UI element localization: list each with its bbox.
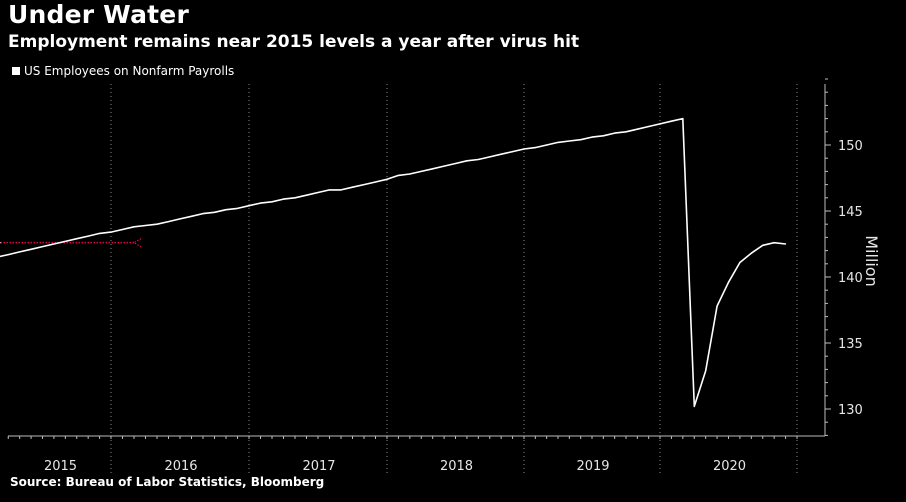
- data-point-2018-07: [454, 162, 457, 165]
- data-point-2015-08: [53, 243, 55, 245]
- x-tick-label-2017: 2017: [302, 459, 335, 474]
- data-point-2020-03: [682, 118, 684, 120]
- data-point-2020-08: [739, 261, 741, 264]
- data-point-2015-09: [64, 240, 66, 242]
- data-point-2017-04: [282, 198, 285, 200]
- x-tick-label-2020: 2020: [713, 459, 746, 474]
- data-point-2017-01: [248, 205, 250, 207]
- data-point-2015-12: [99, 232, 101, 234]
- source-note: Source: Bureau of Labor Statistics, Bloo…: [10, 475, 325, 489]
- reference-arrow: [132, 238, 142, 248]
- data-point-2020-04: [693, 405, 695, 407]
- data-point-2019-03: [546, 144, 548, 146]
- data-point-2019-06: [580, 139, 582, 141]
- data-point-2017-09: [340, 189, 342, 191]
- data-point-2019-02: [534, 147, 536, 149]
- data-point-2015-05: [19, 251, 21, 253]
- grid-layer: [110, 84, 798, 475]
- x-tick-label-2018: 2018: [440, 459, 473, 474]
- y-axis-label: Million: [862, 235, 881, 287]
- data-point-2017-07: [317, 191, 319, 194]
- data-point-2018-11: [500, 153, 502, 155]
- data-point-2019-04: [557, 141, 559, 143]
- data-point-2015-07: [41, 246, 44, 248]
- data-point-2015-11: [87, 235, 89, 237]
- data-point-2019-10: [625, 131, 627, 133]
- data-point-2018-08: [466, 160, 468, 162]
- data-point-2020-07: [727, 281, 730, 283]
- reference-layer: [0, 238, 142, 248]
- data-point-2018-09: [477, 158, 479, 161]
- data-point-2017-05: [294, 197, 296, 199]
- y-tick-label-150: 150: [838, 139, 863, 154]
- data-point-2016-07: [179, 218, 181, 220]
- data-point-2018-10: [489, 156, 491, 158]
- data-point-2019-09: [614, 132, 616, 134]
- data-point-2017-12: [374, 181, 377, 183]
- data-point-2017-02: [259, 202, 262, 204]
- data-point-2020-06: [716, 305, 718, 307]
- data-point-2020-09: [750, 252, 752, 254]
- data-point-2019-08: [602, 135, 604, 137]
- data-point-2020-02: [670, 120, 673, 122]
- data-point-2016-09: [202, 213, 204, 215]
- legend-label: US Employees on Nonfarm Payrolls: [24, 64, 235, 78]
- data-point-2016-03: [133, 226, 135, 228]
- data-point-2020-05: [705, 370, 707, 372]
- y-tick-label-135: 135: [838, 337, 863, 352]
- data-point-2018-02: [397, 174, 399, 176]
- data-point-2016-04: [144, 224, 147, 227]
- data-point-2018-04: [420, 170, 422, 172]
- data-point-2016-02: [121, 228, 124, 231]
- data-point-2018-05: [432, 168, 434, 170]
- data-point-2019-12: [648, 125, 650, 128]
- data-point-2019-01: [523, 148, 525, 150]
- chart-subtitle: Employment remains near 2015 levels a ye…: [8, 32, 580, 52]
- data-point-2016-11: [225, 209, 227, 211]
- data-point-2018-01: [386, 178, 388, 180]
- data-point-2016-10: [213, 211, 216, 213]
- data-point-2017-06: [305, 194, 308, 196]
- x-tick-label-2019: 2019: [576, 459, 609, 474]
- x-tick-label-2016: 2016: [164, 459, 197, 474]
- data-point-2016-06: [167, 221, 170, 223]
- chart-title: Under Water: [8, 0, 189, 29]
- data-point-2018-03: [409, 173, 411, 175]
- y-tick-label-145: 145: [838, 205, 863, 220]
- data-point-2021-02: [0, 242, 1, 244]
- y-tick-label-140: 140: [838, 271, 863, 286]
- legend: US Employees on Nonfarm Payrolls: [12, 64, 234, 78]
- data-point-2015-10: [76, 238, 78, 240]
- series-layer: [0, 117, 787, 408]
- data-point-2016-01: [110, 231, 112, 233]
- data-point-2017-03: [271, 201, 273, 203]
- data-point-2016-05: [156, 223, 158, 225]
- series-line-0: [0, 117, 786, 408]
- data-point-2017-11: [363, 184, 365, 186]
- data-point-2017-08: [328, 189, 331, 191]
- data-point-2019-05: [568, 140, 570, 142]
- data-point-2019-11: [636, 128, 638, 130]
- data-point-2020-10: [762, 244, 764, 246]
- axis-layer: 2015 2016 2017 2018 2019 2020 130 135 140 145 150 M…: [7, 78, 881, 474]
- data-point-2015-04: [7, 254, 9, 256]
- data-point-2020-01: [659, 123, 661, 125]
- data-point-2015-06: [30, 248, 32, 250]
- data-point-2018-12: [511, 151, 514, 153]
- data-point-2016-08: [190, 215, 193, 217]
- y-tick-label-130: 130: [838, 403, 863, 418]
- data-point-2020-11: [773, 242, 775, 244]
- data-point-2016-12: [236, 207, 239, 209]
- data-point-2018-06: [443, 165, 445, 167]
- x-tick-label-2015: 2015: [44, 459, 77, 474]
- data-point-2019-07: [591, 136, 593, 138]
- legend-swatch: [12, 67, 20, 75]
- data-point-2017-10: [351, 186, 354, 188]
- data-point-2020-12: [785, 243, 787, 245]
